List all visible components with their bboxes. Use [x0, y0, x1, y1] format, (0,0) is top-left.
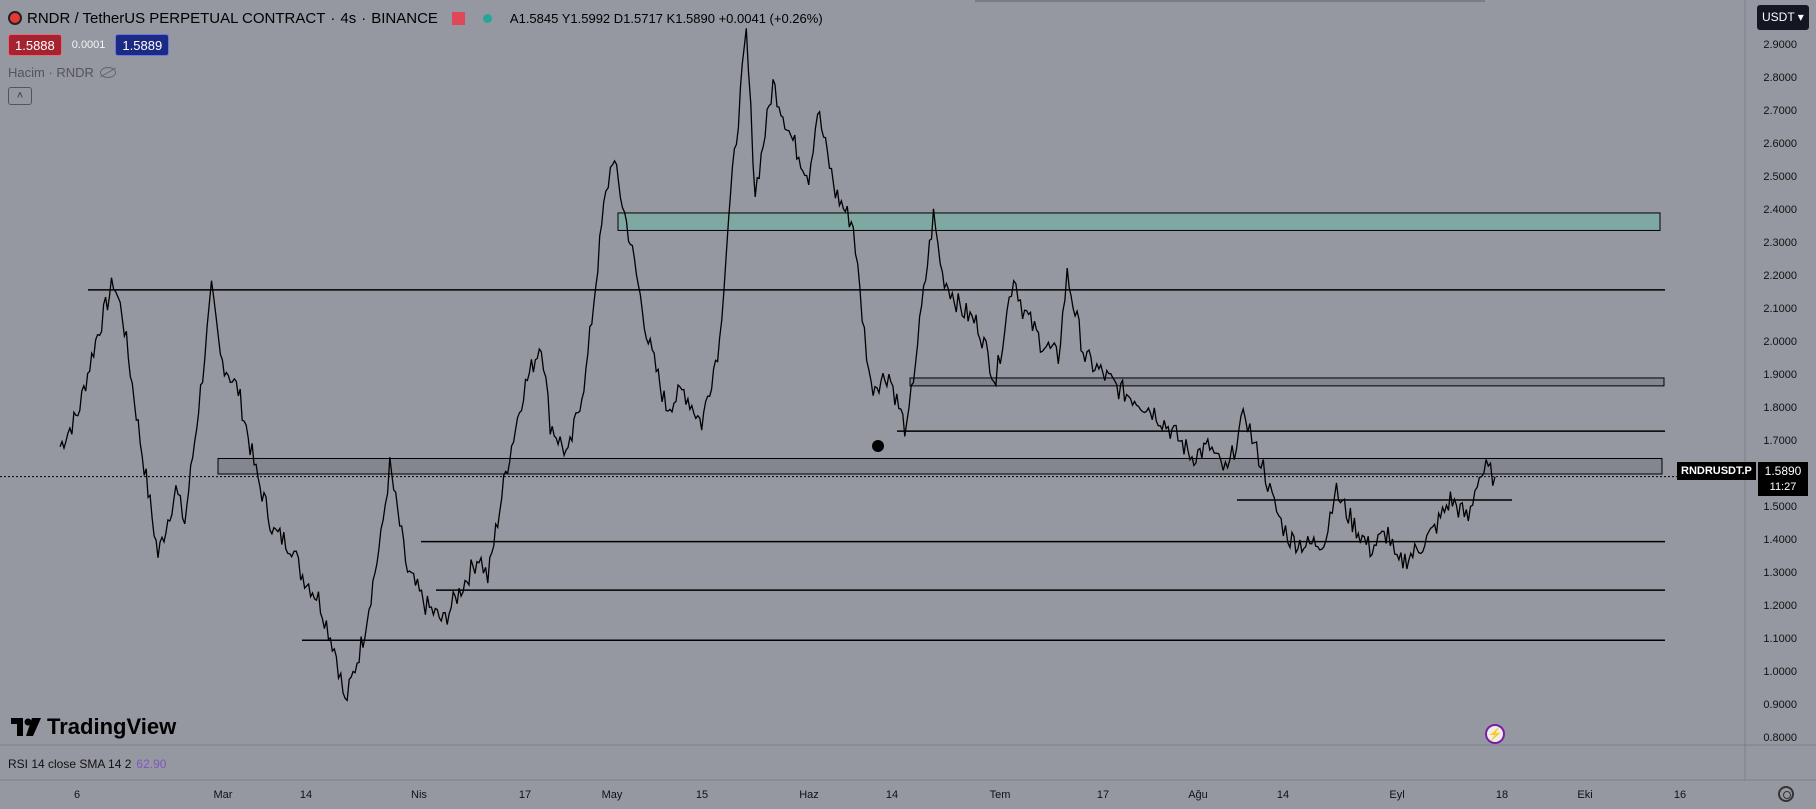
separator: ·	[330, 9, 336, 27]
bar-countdown: 11:27	[1769, 481, 1797, 493]
last-price-value: 1.5890	[1764, 464, 1802, 478]
alarm-clock-icon[interactable]	[872, 440, 884, 452]
tradingview-mark-icon	[11, 718, 41, 736]
tradingview-logo[interactable]: TradingView	[11, 714, 176, 740]
x-tick-label: 18	[1496, 789, 1508, 801]
symbol-title[interactable]: RNDR / TetherUS PERPETUAL CONTRACT	[27, 9, 326, 27]
support-resistance-zones[interactable]	[217, 212, 1665, 475]
last-price-label: 1.5890 11:27	[1758, 462, 1808, 496]
zone-rect	[617, 212, 1661, 231]
x-tick-label: Haz	[799, 789, 819, 801]
y-tick-label: 2.3000	[1763, 237, 1797, 249]
y-tick-label: 0.9000	[1763, 699, 1797, 711]
x-tick-label: Ağu	[1188, 789, 1208, 801]
top-scroll-indicator	[975, 0, 1485, 2]
zone-rect	[909, 377, 1665, 387]
x-tick-label: Mar	[214, 789, 233, 801]
y-tick-label: 1.4000	[1763, 534, 1797, 546]
y-tick-label: 2.0000	[1763, 336, 1797, 348]
rsi-value: 62.90	[136, 757, 167, 771]
y-tick-label: 1.7000	[1763, 435, 1797, 447]
chevron-down-icon: ▾	[1797, 10, 1804, 24]
rsi-legend[interactable]: RSI 14 close SMA 14 2 62.90	[8, 757, 166, 771]
rsi-label: RSI 14 close SMA 14 2	[8, 757, 132, 771]
y-tick-label: 1.1000	[1763, 633, 1797, 645]
time-axis[interactable]: 6 Mar 14 Nis 17 May 15 Haz 14 Tem 17 Ağu 14 Eyl 18 Eki 1…	[74, 789, 1686, 801]
y-tick-label: 0.8000	[1763, 732, 1797, 744]
currency-label: USDT	[1762, 10, 1795, 24]
x-tick-label: May	[602, 789, 623, 801]
volume-legend[interactable]: Hacim · RNDR	[8, 65, 116, 80]
y-tick-label: 1.2000	[1763, 600, 1797, 612]
x-tick-label: Tem	[990, 789, 1011, 801]
trade-panel: 1.5888 0.0001 1.5889	[8, 34, 170, 56]
interval-label[interactable]: 4s	[340, 9, 357, 27]
y-tick-label: 1.3000	[1763, 567, 1797, 579]
brand-name: TradingView	[47, 714, 177, 739]
symbol-price-tag: RNDRUSDT.P	[1677, 462, 1756, 480]
ohlc-values: A1.5845 Y1.5992 D1.5717 K1.5890 +0.0041 …	[509, 10, 823, 26]
x-tick-label: Eki	[1577, 789, 1592, 801]
sell-button[interactable]: 1.5888	[8, 34, 62, 56]
gear-icon[interactable]	[1778, 786, 1794, 802]
x-tick-label: 15	[696, 789, 708, 801]
y-tick-label: 2.7000	[1763, 105, 1797, 117]
spread-value: 0.0001	[71, 39, 106, 51]
x-tick-label: Eyl	[1389, 789, 1404, 801]
symbol-logo-icon	[8, 11, 22, 25]
separator: ·	[361, 9, 367, 27]
x-tick-label: 6	[74, 789, 80, 801]
y-tick-label: 2.5000	[1763, 171, 1797, 183]
x-tick-label: 17	[519, 789, 531, 801]
volume-label: Hacim · RNDR	[8, 65, 94, 80]
y-tick-label: 2.9000	[1763, 39, 1797, 51]
y-tick-label: 2.6000	[1763, 138, 1797, 150]
exchange-label: BINANCE	[371, 9, 438, 27]
zone-rect	[217, 457, 1663, 475]
symbol-legend[interactable]: RNDR / TetherUS PERPETUAL CONTRACT · 4s …	[8, 8, 823, 28]
x-tick-label: 16	[1674, 789, 1686, 801]
y-tick-label: 2.2000	[1763, 270, 1797, 282]
y-tick-label: 2.8000	[1763, 72, 1797, 84]
collapse-legend-button[interactable]: ˄	[8, 87, 32, 105]
eye-hidden-icon[interactable]	[99, 67, 116, 78]
flag-icon[interactable]	[451, 11, 465, 25]
x-tick-label: 17	[1097, 789, 1109, 801]
currency-selector[interactable]: USDT ▾	[1757, 5, 1809, 30]
x-tick-label: 14	[886, 789, 898, 801]
y-tick-label: 1.5000	[1763, 501, 1797, 513]
horizontal-levels[interactable]	[88, 289, 1665, 642]
chevron-up-icon: ˄	[16, 90, 24, 102]
price-series-line	[59, 28, 1496, 702]
y-tick-label: 1.9000	[1763, 369, 1797, 381]
x-tick-label: Nis	[411, 789, 427, 801]
flash-icon[interactable]: ⚡	[1485, 724, 1505, 744]
x-tick-label: 14	[300, 789, 312, 801]
buy-button[interactable]: 1.5889	[115, 34, 170, 56]
market-status-icon	[482, 13, 492, 23]
price-axis[interactable]: 2.9000 2.8000 2.7000 2.6000 2.5000 2.4000 2.30…	[1763, 39, 1797, 744]
y-tick-label: 1.0000	[1763, 666, 1797, 678]
y-tick-label: 2.4000	[1763, 204, 1797, 216]
y-tick-label: 2.1000	[1763, 303, 1797, 315]
y-tick-label: 1.8000	[1763, 402, 1797, 414]
x-tick-label: 14	[1277, 789, 1289, 801]
